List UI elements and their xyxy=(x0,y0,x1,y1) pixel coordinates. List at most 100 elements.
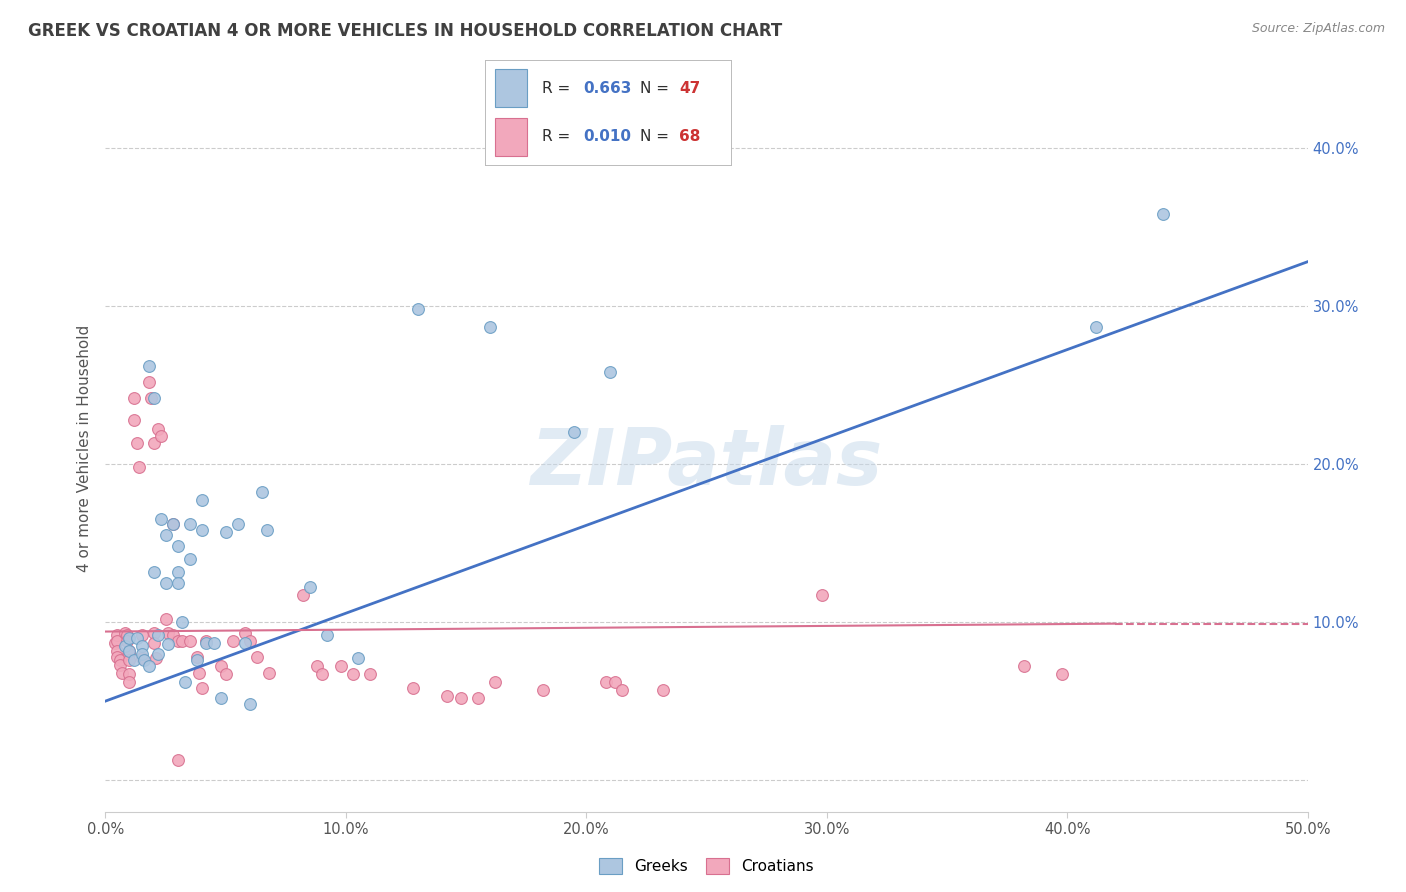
Point xyxy=(652,683,675,698)
Point xyxy=(142,436,165,450)
Point xyxy=(291,588,314,602)
Point xyxy=(179,517,201,532)
Point xyxy=(115,628,138,642)
Point xyxy=(108,657,131,672)
Point xyxy=(190,681,212,696)
Point xyxy=(125,631,148,645)
Point xyxy=(479,319,502,334)
Point xyxy=(330,659,353,673)
Point xyxy=(155,612,177,626)
Point xyxy=(484,675,506,690)
Point xyxy=(166,539,188,553)
Point xyxy=(436,690,458,704)
Point xyxy=(166,565,188,579)
Point xyxy=(115,634,138,648)
Point xyxy=(148,647,170,661)
Point xyxy=(148,422,170,436)
Point xyxy=(156,626,179,640)
Point xyxy=(186,649,208,664)
Point xyxy=(166,575,188,590)
Bar xyxy=(495,118,527,155)
Point xyxy=(450,690,472,705)
Y-axis label: 4 or more Vehicles in Household: 4 or more Vehicles in Household xyxy=(77,325,93,572)
Point xyxy=(124,391,146,405)
Point xyxy=(209,659,232,673)
Point xyxy=(256,524,278,538)
Point xyxy=(195,634,218,648)
Point xyxy=(311,667,333,681)
Point xyxy=(118,643,141,657)
Point xyxy=(214,667,236,681)
Point xyxy=(467,690,489,705)
Point xyxy=(131,639,153,653)
Text: R =: R = xyxy=(541,129,575,145)
Point xyxy=(172,615,194,629)
Text: Source: ZipAtlas.com: Source: ZipAtlas.com xyxy=(1251,22,1385,36)
Point xyxy=(118,675,141,690)
Point xyxy=(138,375,160,389)
Point xyxy=(250,485,273,500)
Point xyxy=(142,635,165,649)
Point xyxy=(118,653,141,667)
Text: GREEK VS CROATIAN 4 OR MORE VEHICLES IN HOUSEHOLD CORRELATION CHART: GREEK VS CROATIAN 4 OR MORE VEHICLES IN … xyxy=(28,22,782,40)
Point xyxy=(605,675,627,690)
Point xyxy=(186,653,208,667)
Point xyxy=(359,667,381,681)
Point xyxy=(162,517,184,532)
Point xyxy=(214,524,236,539)
Point xyxy=(188,665,211,680)
Point xyxy=(166,753,188,767)
Point xyxy=(342,667,364,681)
Point xyxy=(104,635,127,649)
Text: 47: 47 xyxy=(679,80,700,95)
Point xyxy=(107,643,129,657)
Point xyxy=(166,634,188,648)
Legend: Greeks, Croatians: Greeks, Croatians xyxy=(593,852,820,880)
Point xyxy=(239,634,262,648)
Point xyxy=(811,588,834,602)
Point xyxy=(131,651,153,665)
Text: 0.663: 0.663 xyxy=(583,80,631,95)
Point xyxy=(155,528,177,542)
Point xyxy=(1152,207,1174,221)
Point xyxy=(118,643,141,657)
Point xyxy=(173,675,195,690)
Point xyxy=(298,580,321,594)
Point xyxy=(531,683,554,698)
Point xyxy=(202,635,225,649)
Point xyxy=(138,659,160,673)
Point xyxy=(162,517,184,532)
Point xyxy=(139,391,162,405)
Point xyxy=(118,667,141,681)
Point xyxy=(142,391,165,405)
Point xyxy=(149,428,172,442)
Point xyxy=(114,626,136,640)
Point xyxy=(209,690,232,705)
Bar xyxy=(495,70,527,107)
Point xyxy=(257,665,280,680)
Point xyxy=(149,512,172,526)
Point xyxy=(148,628,170,642)
Point xyxy=(162,628,184,642)
Point xyxy=(128,460,150,475)
Point xyxy=(107,634,129,648)
Point xyxy=(402,681,425,696)
Point xyxy=(562,425,585,440)
Point xyxy=(305,659,328,673)
Point xyxy=(233,626,256,640)
Point xyxy=(132,653,155,667)
Point xyxy=(107,628,129,642)
Point xyxy=(1052,667,1074,681)
Point xyxy=(107,649,129,664)
Point xyxy=(612,683,634,698)
Point xyxy=(142,626,165,640)
Point xyxy=(239,698,262,712)
Point xyxy=(315,628,337,642)
Point xyxy=(406,302,429,317)
Point xyxy=(172,634,194,648)
Point xyxy=(145,651,167,665)
Point xyxy=(195,635,218,649)
Text: 68: 68 xyxy=(679,129,700,145)
Point xyxy=(108,653,131,667)
Point xyxy=(131,647,153,661)
